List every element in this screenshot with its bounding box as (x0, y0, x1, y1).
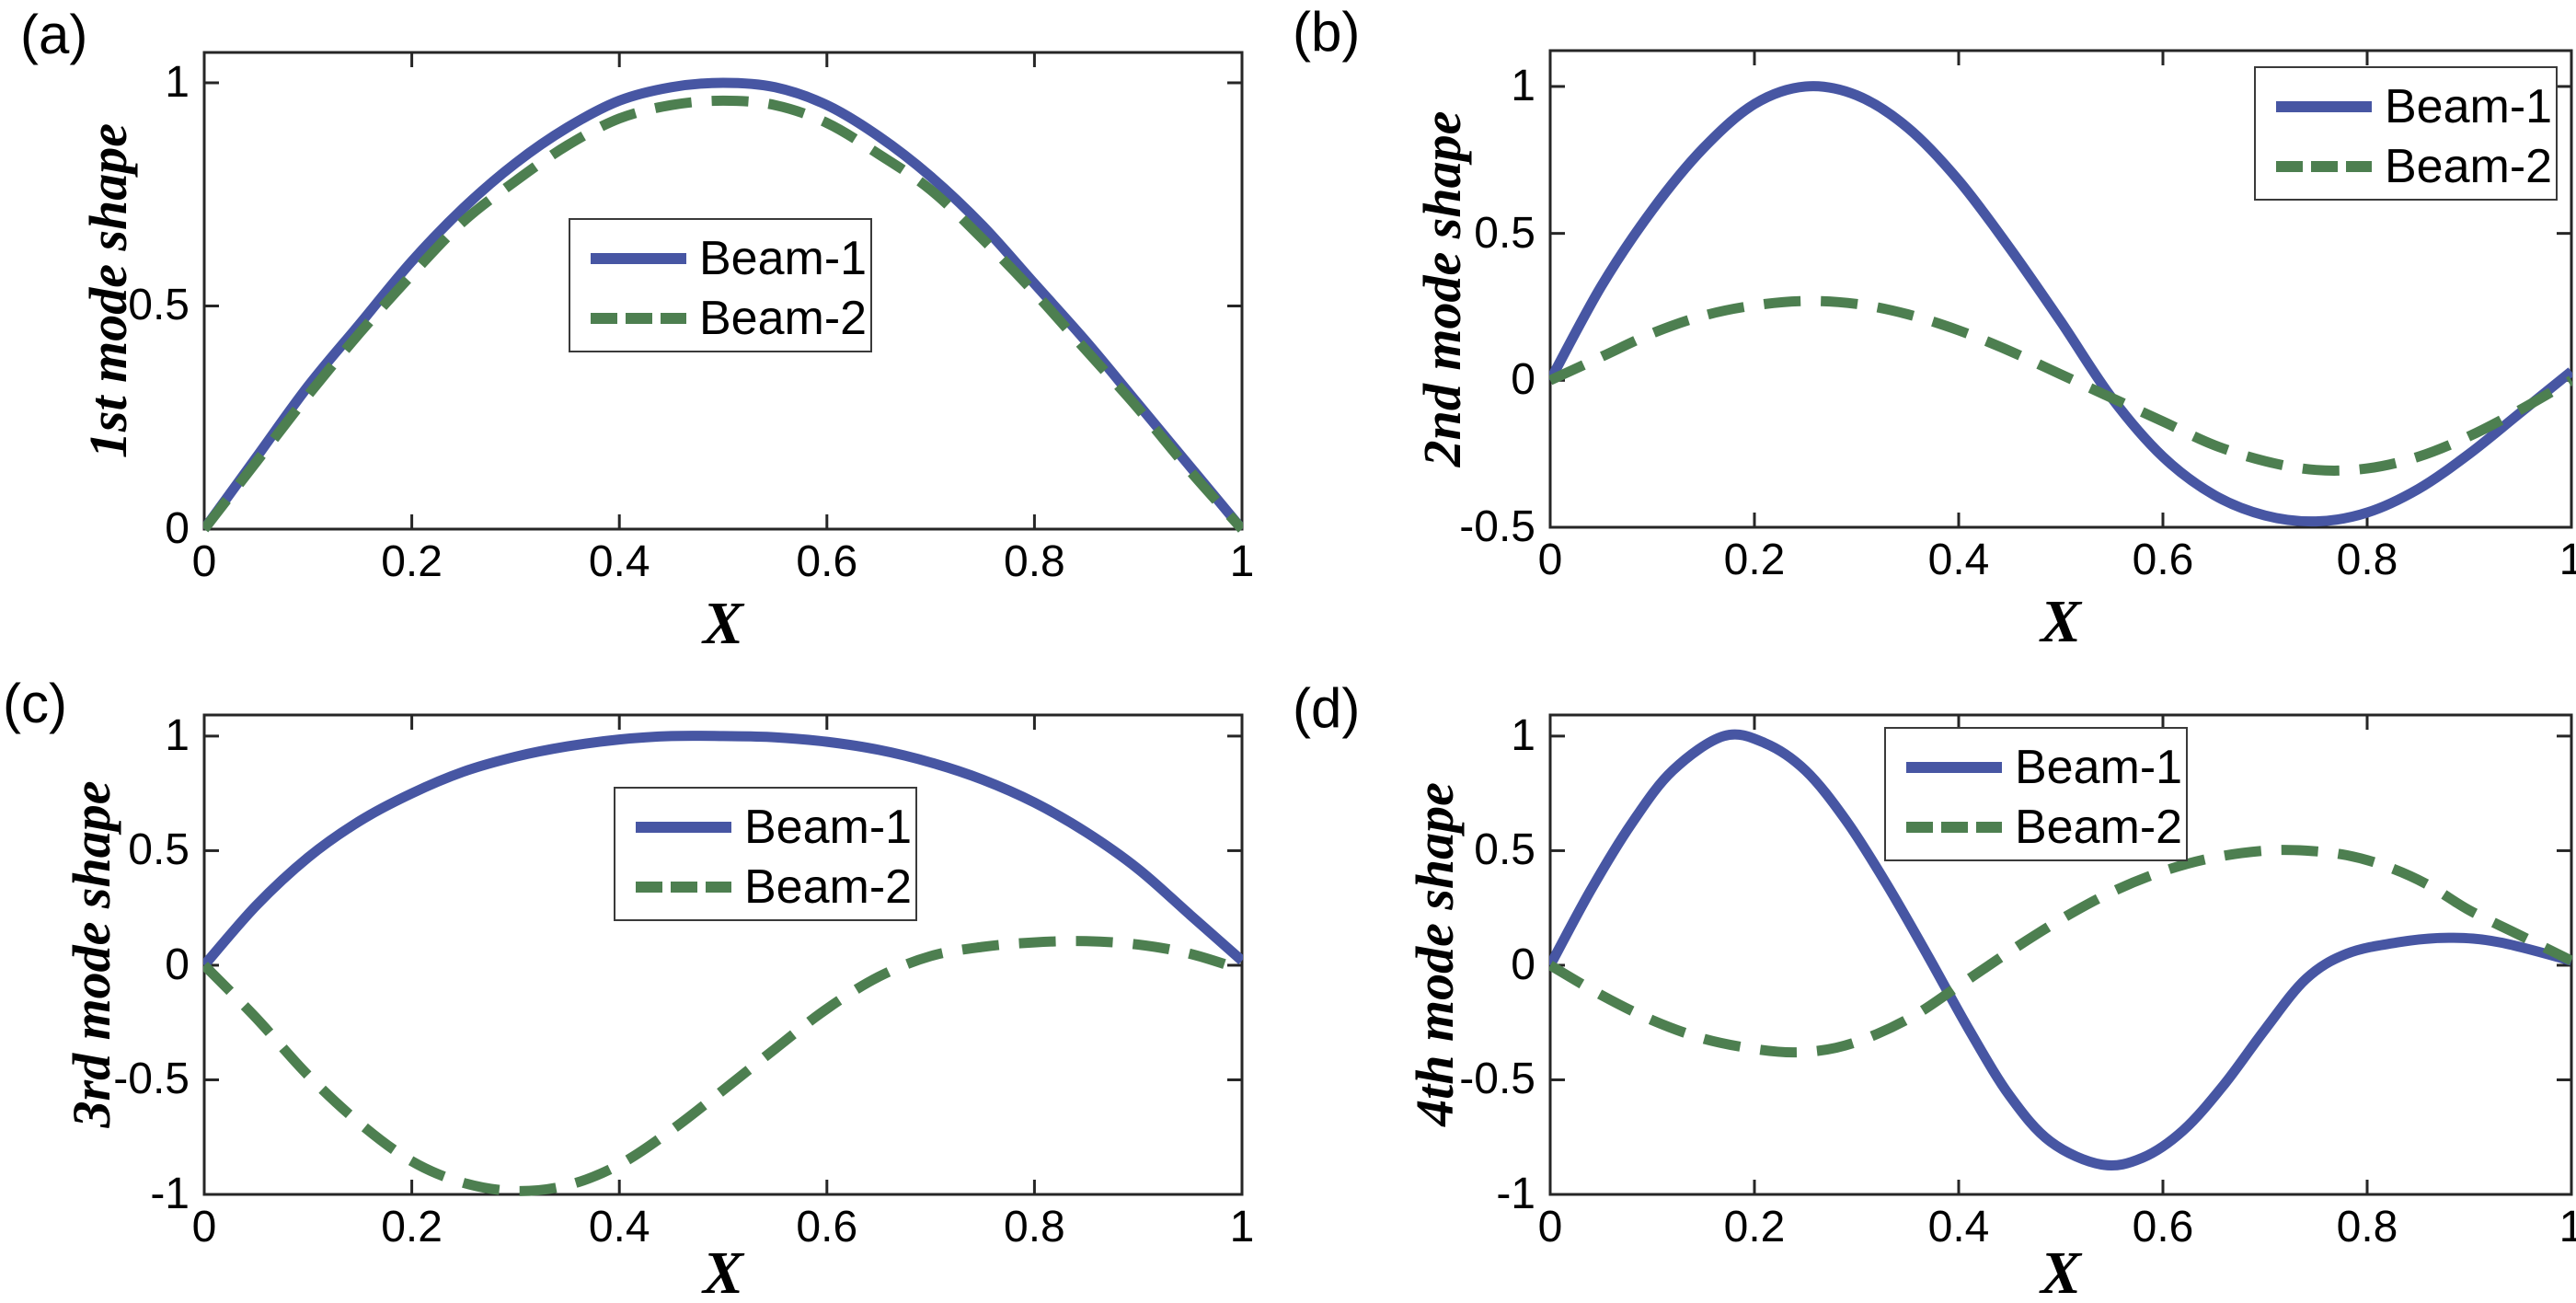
y-axis-label-c: 3rd mode shape (62, 780, 121, 1128)
axes-box (1548, 49, 2573, 529)
legend-a: Beam-1 Beam-2 (569, 218, 872, 352)
y-tick-label: 1 (1511, 710, 1535, 760)
y-tick-label: 0 (165, 504, 190, 553)
y-tick-label: -0.5 (113, 1055, 190, 1104)
x-axis-label-d: X (2040, 1240, 2082, 1303)
y-tick-label: 1 (165, 57, 190, 107)
series-beam-1-b (1549, 81, 2572, 527)
y-tick-label: 0.5 (128, 825, 190, 875)
legend-label-beam2: Beam-2 (699, 292, 868, 345)
y-tick-label: 0 (1511, 940, 1535, 989)
x-tick-label: 0.8 (1004, 1203, 1065, 1251)
y-tick-label: 0.5 (128, 281, 190, 330)
series-beam-2-c (203, 936, 1243, 1196)
x-tick-label: 0 (1537, 536, 1563, 584)
panel-label-a: (a) (20, 4, 88, 65)
y-axis-label-d: 4th mode shape (1405, 782, 1465, 1126)
x-tick-label: 0 (191, 1203, 217, 1251)
y-tick-label: 1 (165, 710, 190, 760)
x-axis-label-c: X (702, 1240, 744, 1303)
legend-label-beam2: Beam-2 (744, 860, 913, 914)
x-axis-label-a: X (702, 590, 744, 657)
x-tick-label: 0.6 (2132, 1203, 2194, 1251)
series-beam-1-c (203, 731, 1243, 969)
x-tick-label: 0.2 (1723, 1203, 1786, 1251)
y-tick-label: 1 (1511, 61, 1535, 110)
panel-label-d: (d) (1293, 677, 1361, 739)
x-axis-label-b: X (2040, 588, 2082, 655)
y-tick-label: -0.5 (1459, 502, 1535, 551)
panel-plot-a (202, 51, 1244, 533)
panel-plot-b (1548, 49, 2573, 529)
x-tick-label: 0.6 (796, 1203, 858, 1251)
x-tick-label: 0.6 (796, 537, 858, 586)
legend-label-beam2: Beam-2 (2015, 801, 2183, 854)
panel-plot-c (202, 713, 1244, 1196)
x-tick-label: 1 (2559, 1203, 2576, 1251)
y-tick-label: 0 (165, 940, 190, 989)
x-tick-label: 0.8 (2336, 536, 2398, 584)
x-tick-label: 0.4 (1927, 536, 1990, 584)
beam1-line-swatch (1906, 762, 2002, 773)
x-tick-label: 0.6 (2132, 536, 2194, 584)
series-beam-2-a (203, 95, 1243, 533)
beam2-line-swatch (636, 882, 731, 893)
x-tick-label: 0.2 (1723, 536, 1786, 584)
x-tick-label: 1 (1229, 1203, 1255, 1251)
legend-c: Beam-1 Beam-2 (614, 787, 917, 921)
y-tick-label: -0.5 (1459, 1055, 1535, 1104)
x-tick-label: 0.4 (1927, 1203, 1990, 1251)
y-tick-label: 0.5 (1474, 208, 1535, 258)
x-tick-label: 0.2 (381, 1203, 443, 1251)
legend-label-beam1: Beam-1 (2015, 741, 2183, 794)
x-tick-label: 0.8 (1004, 537, 1065, 586)
x-tick-label: 0 (191, 537, 217, 586)
beam1-line-swatch (636, 822, 731, 833)
legend-d: Beam-1 Beam-2 (1884, 727, 2188, 861)
panel-label-c: (c) (3, 673, 67, 734)
series-beam-2-b (1549, 295, 2572, 476)
x-tick-label: 1 (2559, 536, 2576, 584)
beam2-line-swatch (591, 313, 686, 324)
legend-b: Beam-1 Beam-2 (2254, 66, 2558, 201)
y-tick-label: -1 (1496, 1170, 1535, 1218)
legend-label-beam1: Beam-1 (744, 801, 913, 854)
beam1-line-swatch (2276, 101, 2372, 112)
y-tick-label: 0 (1511, 355, 1535, 405)
series-beam-1-d (1549, 729, 2572, 1171)
y-axis-label-b: 2nd mode shape (1412, 110, 1472, 467)
x-tick-label: 1 (1229, 537, 1255, 586)
axes-box (202, 51, 1244, 531)
legend-label-beam1: Beam-1 (2385, 80, 2553, 133)
series-beam-2-d (1549, 845, 2572, 1058)
x-tick-label: 0 (1537, 1203, 1563, 1251)
x-tick-label: 0.4 (588, 537, 650, 586)
y-tick-label: 0.5 (1474, 825, 1535, 875)
legend-label-beam2: Beam-2 (2385, 140, 2553, 193)
x-tick-label: 0.2 (381, 537, 443, 586)
y-tick-label: -1 (150, 1170, 190, 1218)
legend-label-beam1: Beam-1 (699, 232, 868, 285)
beam1-line-swatch (591, 253, 686, 264)
beam2-line-swatch (1906, 822, 2002, 833)
panel-label-b: (b) (1293, 1, 1361, 63)
x-tick-label: 0.8 (2336, 1203, 2398, 1251)
beam2-line-swatch (2276, 161, 2372, 172)
panel-plot-d (1548, 713, 2573, 1196)
series-beam-1-a (203, 77, 1243, 533)
x-tick-label: 0.4 (588, 1203, 650, 1251)
